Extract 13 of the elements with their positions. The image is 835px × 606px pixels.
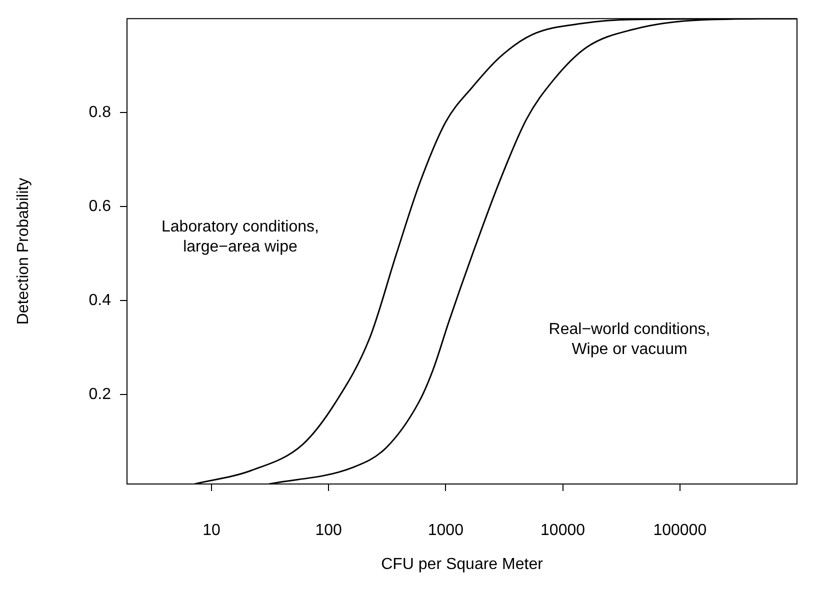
annotation: Real−world conditions, Wipe or vacuum: [548, 321, 710, 358]
y-axis-title: Detection Probability: [15, 178, 32, 325]
x-tick-label: 10000: [540, 522, 586, 540]
x-tick-label: 10: [202, 522, 220, 540]
y-tick-label: 0.8: [88, 104, 112, 122]
x-tick-label: 100: [315, 522, 342, 540]
y-tick-label: 0.2: [88, 386, 112, 404]
y-tick-label: 0.6: [88, 198, 112, 216]
x-tick-label: 1000: [428, 522, 464, 540]
annotation: Laboratory conditions, large−area wipe: [162, 218, 319, 256]
y-tick-label: 0.4: [88, 292, 112, 310]
x-axis-title: CFU per Square Meter: [381, 556, 544, 573]
x-tick-label: 100000: [653, 522, 707, 540]
